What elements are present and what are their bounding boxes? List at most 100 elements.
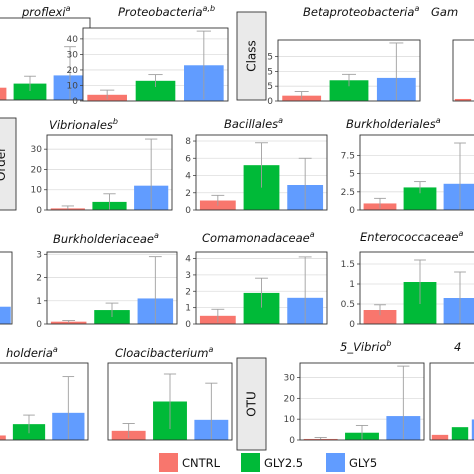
bar-gly5 <box>443 298 474 324</box>
bar-cntrl <box>454 98 472 101</box>
bar-gly5 <box>471 419 474 440</box>
panel-title: Betaproteobacteriaa <box>303 4 419 19</box>
panel-title-superscript: a <box>436 116 441 125</box>
panel-title-superscript: b <box>113 117 118 126</box>
strip-label: Order <box>0 147 8 181</box>
y-tick-label: 4 <box>185 255 191 265</box>
panel-border <box>452 39 474 102</box>
legend-label: GLY2.5 <box>264 456 303 470</box>
panel-title-superscript: a <box>458 229 463 238</box>
panel-border <box>195 134 328 211</box>
y-tick-label: 1.5 <box>341 260 355 270</box>
chart-panel: 0 1 2 3 4 Comamonadaceaea <box>185 230 328 330</box>
legend-label: GLY5 <box>349 456 377 470</box>
y-tick-label: 0 <box>185 206 191 216</box>
y-tick-label: 3 <box>185 271 191 281</box>
panel-border <box>46 251 178 325</box>
chart-panel: holderiaa <box>0 345 89 441</box>
panel-title-superscript: a,b <box>203 4 216 13</box>
y-tick-label: 20 <box>31 165 43 175</box>
panel-title: 4 <box>454 340 461 354</box>
panel-title: Comamonadaceaea <box>202 230 315 245</box>
y-tick-label: 0 <box>349 206 355 216</box>
y-tick-label: 1 <box>349 280 355 290</box>
panel-border <box>359 134 474 211</box>
bar-gly25 <box>13 83 47 100</box>
chart-panel: 4 <box>429 340 474 441</box>
panel-background <box>453 40 474 101</box>
y-tick-label: 0 <box>36 320 42 330</box>
chart-panel: proflexia <box>0 4 91 101</box>
bar-cntrl <box>363 310 397 324</box>
y-tick-label: 10 <box>31 186 43 196</box>
y-tick-label: 5 <box>267 67 273 77</box>
y-tick-label: 0.5 <box>341 300 355 310</box>
strip-label: OTU <box>245 391 259 417</box>
bar-gly25 <box>135 80 176 101</box>
panel-title: Bacillalesa <box>224 116 283 131</box>
panel-title: Proteobacteriaa,b <box>118 4 215 19</box>
strip-box <box>236 357 267 451</box>
panel-title-superscript: a <box>154 231 159 240</box>
bar-cntrl <box>431 434 449 440</box>
y-tick-label: 40 <box>67 35 79 45</box>
y-tick-label: 30 <box>67 50 79 60</box>
y-tick-label: 30 <box>284 374 296 384</box>
y-tick-label: 2 <box>185 189 191 199</box>
legend-swatch <box>241 453 260 472</box>
y-tick-label: 0 <box>36 206 42 216</box>
y-tick-label: 8 <box>185 137 191 147</box>
y-tick-label: 10 <box>67 81 79 91</box>
panel-title: Vibrionalesb <box>49 117 118 132</box>
panel-title-superscript: a <box>310 230 315 239</box>
y-tick-label: 0 <box>267 97 273 107</box>
y-tick-label: 0 <box>72 97 78 107</box>
panel-border <box>299 362 425 441</box>
panel-title: 5_Vibriob <box>340 339 391 354</box>
panel-border <box>0 362 89 441</box>
y-tick-label: 0 <box>289 436 295 446</box>
panel-background <box>0 252 12 324</box>
y-tick-label: 3 <box>36 250 42 260</box>
y-tick-label: 2 <box>36 274 42 284</box>
bar-gly25 <box>403 187 437 210</box>
y-tick-label: 30 <box>31 145 43 155</box>
panel-title-superscript: a <box>209 345 214 354</box>
y-tick-label: 10 <box>284 415 296 425</box>
strip-box <box>236 11 267 101</box>
panel-title-superscript: a <box>414 4 419 13</box>
y-tick-label: 2.5 <box>341 188 355 198</box>
panel-border <box>107 362 233 441</box>
panel-title-superscript: b <box>386 339 391 348</box>
chart-panel: 0 0.5 1 1.5 Enterococcaceaea <box>341 229 474 330</box>
panel-title: Gam <box>431 5 458 19</box>
panel-border <box>195 251 328 325</box>
panel-title-superscript: a <box>66 4 71 13</box>
bar-cntrl <box>0 87 7 100</box>
chart-panel: 0 1 2 3 Burkholderiaceaea <box>36 231 178 330</box>
chart-panel: 0 2 4 6 8 Bacillalesa <box>185 116 328 216</box>
y-tick-label: 0 <box>349 320 355 330</box>
panel-title: Cloacibacteriuma <box>115 345 214 360</box>
y-tick-label: 4 <box>185 172 191 182</box>
chart-panel <box>0 251 13 325</box>
panel-border <box>277 39 421 102</box>
panel-title: Enterococcaceaea <box>360 229 463 244</box>
legend-label: CNTRL <box>182 456 221 470</box>
chart-panel: 0 10 20 30 5_Vibriob <box>284 339 425 446</box>
panel-title-superscript: a <box>278 116 283 125</box>
y-tick-label: 5 <box>349 170 355 180</box>
chart-panel: Gam <box>431 5 474 102</box>
panel-border <box>429 362 474 441</box>
y-tick-label: 1 <box>36 297 42 307</box>
legend-swatch <box>326 453 345 472</box>
strip-label: Class <box>245 40 259 72</box>
chart-panel: Cloacibacteriuma <box>107 345 233 441</box>
y-tick-label: 6 <box>185 154 191 164</box>
panel-border <box>359 251 474 325</box>
y-tick-label: 1 <box>185 304 191 314</box>
chart-panel: 0 2.5 5 7.5 Burkholderialesa <box>341 116 474 216</box>
